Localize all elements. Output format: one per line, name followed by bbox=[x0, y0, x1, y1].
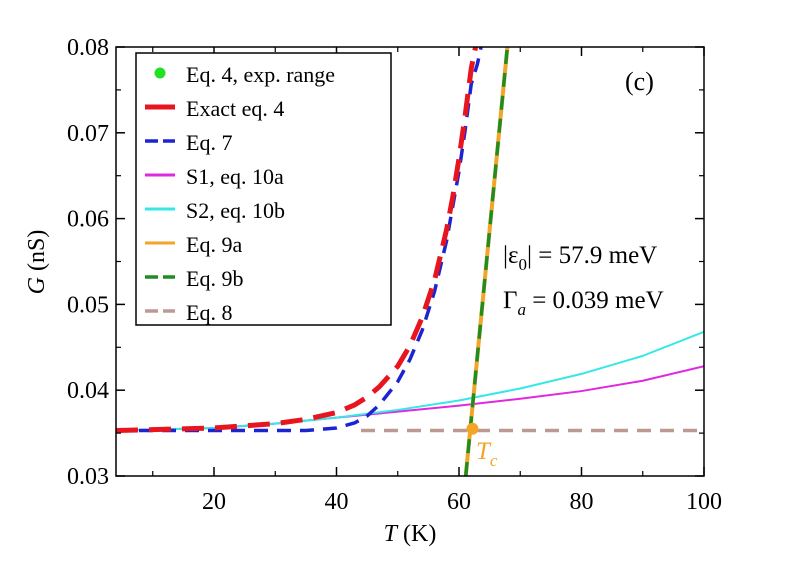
ticks-layer: 20 40 60 80 100 0.03 0.04 0.05 0.06 0.07 0.08 bbox=[67, 35, 722, 515]
series-line-s2-eq-10b bbox=[116, 330, 704, 432]
legend-label-eq-9a: Eq. 9a bbox=[186, 232, 242, 257]
y-tick-label: 0.08 bbox=[67, 35, 109, 61]
marker-layer bbox=[466, 422, 479, 435]
tc-marker bbox=[466, 422, 479, 435]
series-line-exact-eq-4 bbox=[116, 47, 478, 434]
x-axis-label: T (K) bbox=[384, 521, 437, 547]
y-tick-label: 0.06 bbox=[67, 207, 109, 233]
x-tick-label: 80 bbox=[570, 489, 594, 515]
legend-label-eq-4-exp-range: Eq. 4, exp. range bbox=[186, 62, 335, 87]
legend-label-eq-8: Eq. 8 bbox=[186, 300, 232, 325]
x-tick-label: 100 bbox=[686, 489, 722, 515]
gamma-annotation: Γa = 0.039 meV bbox=[503, 287, 664, 319]
x-tick-label: 20 bbox=[202, 489, 226, 515]
epsilon-annotation: |ε0| = 57.9 meV bbox=[503, 242, 657, 274]
legend: Eq. 4, exp. range Exact eq. 4 Eq. 7 S1, eq.… bbox=[145, 62, 335, 325]
legend-label-exact-eq-4: Exact eq. 4 bbox=[186, 96, 284, 121]
legend-label-eq-7: Eq. 7 bbox=[186, 130, 232, 155]
y-tick-label: 0.05 bbox=[67, 292, 109, 318]
series-line-s1-eq-10a bbox=[116, 365, 704, 432]
legend-box bbox=[135, 52, 392, 326]
tc-annotation: Tc bbox=[476, 438, 498, 470]
x-tick-label: 60 bbox=[447, 489, 471, 515]
x-tick-label: 40 bbox=[325, 489, 349, 515]
legend-label-s2-eq-10b: S2, eq. 10b bbox=[186, 198, 285, 223]
legend-label-s1-eq-10a: S1, eq. 10a bbox=[186, 164, 284, 189]
panel-label: (c) bbox=[625, 67, 654, 96]
series-line-eq-9b bbox=[463, 47, 510, 476]
series-layer bbox=[116, 47, 704, 476]
y-tick-label: 0.04 bbox=[67, 378, 109, 404]
legend-label-eq-9b: Eq. 9b bbox=[186, 266, 243, 291]
legend-marker-eq-4-exp-range bbox=[154, 67, 166, 79]
y-axis-label: G (nS) bbox=[24, 230, 50, 295]
y-tick-label: 0.03 bbox=[67, 464, 109, 490]
y-tick-label: 0.07 bbox=[67, 121, 109, 147]
